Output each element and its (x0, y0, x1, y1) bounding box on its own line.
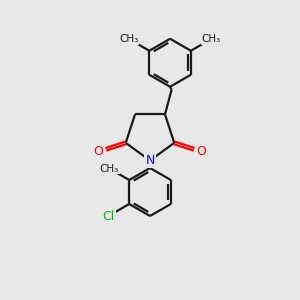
Text: CH₃: CH₃ (100, 164, 119, 174)
Text: N: N (145, 154, 155, 167)
Text: O: O (94, 145, 103, 158)
Text: Cl: Cl (102, 209, 115, 223)
Text: CH₃: CH₃ (119, 34, 139, 44)
Text: O: O (196, 145, 206, 158)
Text: CH₃: CH₃ (202, 34, 221, 44)
